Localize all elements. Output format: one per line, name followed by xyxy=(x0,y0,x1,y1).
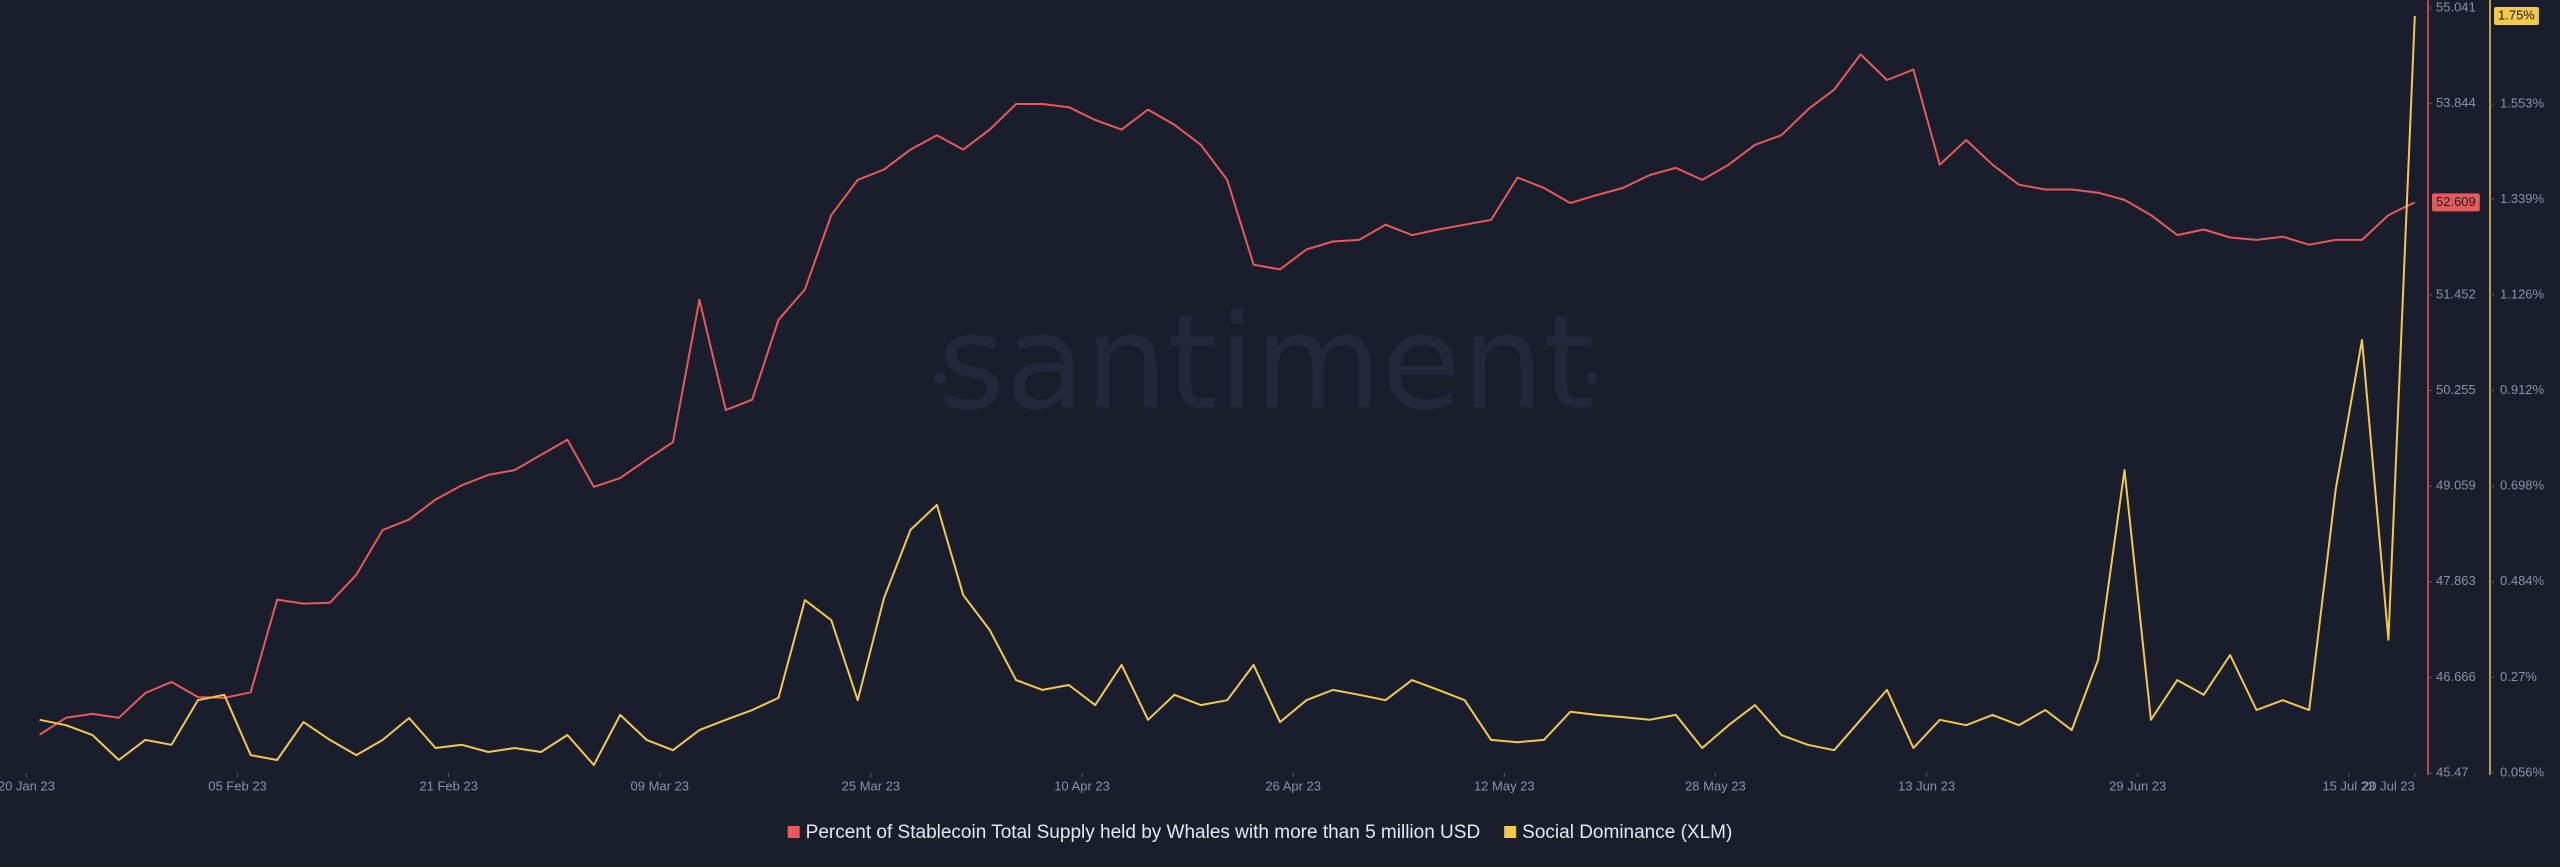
x-tick-label: 25 Mar 23 xyxy=(842,778,901,793)
y2-tick-label: 0.484% xyxy=(2500,573,2545,588)
legend-text: Social Dominance (XLM) xyxy=(1522,822,1732,843)
y-tick-label: 49.059 xyxy=(2436,478,2476,493)
y2-tick-label: 1.126% xyxy=(2500,286,2545,301)
watermark: santiment xyxy=(938,287,1595,439)
last-value-label: 52.609 xyxy=(2436,194,2476,209)
x-tick-label: 13 Jun 23 xyxy=(1898,778,1955,793)
watermark-dot xyxy=(934,372,946,384)
y2-tick-label: 0.698% xyxy=(2500,478,2545,493)
y-tick-label: 46.666 xyxy=(2436,669,2476,684)
y2-tick-label: 0.056% xyxy=(2500,764,2545,779)
x-tick-label: 12 May 23 xyxy=(1474,778,1535,793)
x-tick-label: 10 Apr 23 xyxy=(1054,778,1110,793)
legend-text: Percent of Stablecoin Total Supply held … xyxy=(806,822,1481,843)
x-tick-label: 20 Jul 23 xyxy=(2362,778,2415,793)
x-tick-label: 15 Jul 23 xyxy=(2322,778,2375,793)
y-tick-label: 47.863 xyxy=(2436,573,2476,588)
x-tick-label: 20 Jan 23 xyxy=(0,778,55,793)
x-tick-label: 29 Jun 23 xyxy=(2109,778,2166,793)
x-tick-label: 21 Feb 23 xyxy=(419,778,478,793)
series-line xyxy=(39,53,2416,736)
y-tick-label: 45.47 xyxy=(2436,764,2469,779)
legend-swatch xyxy=(1504,826,1517,838)
y2-tick-label: 0.912% xyxy=(2500,382,2545,397)
y2-tick-label: 1.553% xyxy=(2500,96,2545,111)
y2-tick-label: 0.27% xyxy=(2500,669,2537,684)
x-tick-label: 09 Mar 23 xyxy=(631,778,690,793)
last-value-badge xyxy=(2494,7,2539,26)
last-value-badge xyxy=(2432,193,2480,212)
y2-tick-label: 1.339% xyxy=(2500,191,2545,206)
watermark-dot xyxy=(1586,372,1598,384)
series-line xyxy=(39,15,2416,766)
legend-swatch xyxy=(787,826,800,838)
x-tick-label: 05 Feb 23 xyxy=(208,778,267,793)
y-tick-label: 55.041 xyxy=(2436,0,2476,14)
y-tick-label: 50.255 xyxy=(2436,382,2476,397)
y-tick-label: 53.844 xyxy=(2436,95,2476,110)
y-tick-label: 51.452 xyxy=(2436,286,2476,301)
x-tick-label: 28 May 23 xyxy=(1685,778,1746,793)
last-value-label: 1.75% xyxy=(2498,7,2535,22)
x-tick-label: 26 Apr 23 xyxy=(1265,778,1321,793)
